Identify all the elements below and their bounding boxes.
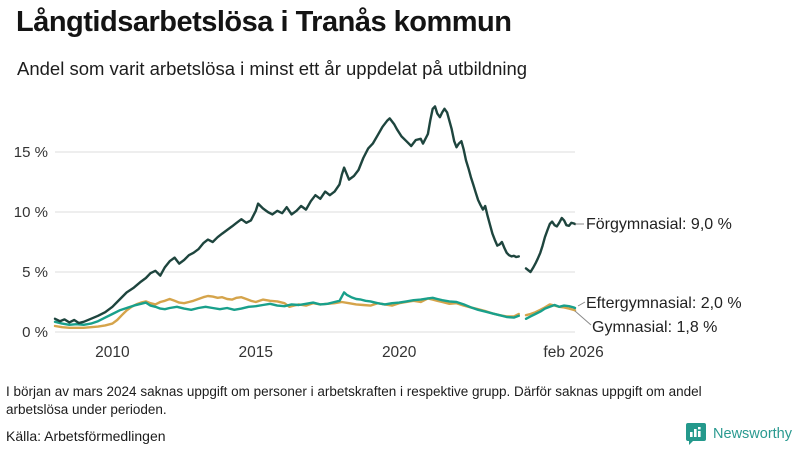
series-line-frgymnasial [53, 105, 520, 325]
y-tick-label: 5 % [22, 264, 48, 281]
newsworthy-brand: Newsworthy [685, 422, 792, 445]
page-subtitle: Andel som varit arbetslösa i minst ett å… [17, 58, 528, 79]
series-line-eftergymnasial [53, 291, 520, 326]
chart-footnote: I början av mars 2024 saknas uppgift om … [6, 384, 702, 417]
series-line-eftergymnasial [524, 303, 577, 320]
y-tick-label: 0 % [22, 324, 48, 341]
y-tick-label: 15 % [14, 144, 48, 161]
x-tick-label: 2010 [95, 344, 130, 361]
series-label-forgymnasial: Förgymnasial: 9,0 % [586, 216, 732, 233]
series-label-gymnasial: Gymnasial: 1,8 % [592, 319, 718, 336]
newsworthy-logo-text: Newsworthy [713, 425, 792, 442]
y-tick-label: 10 % [14, 204, 48, 221]
series-line-frgymnasial [524, 216, 577, 274]
page-title: Långtidsarbetslösa i Tranås kommun [16, 6, 512, 38]
series-label-eftergymnasial: Eftergymnasial: 2,0 % [586, 295, 742, 312]
source-label: Källa: Arbetsförmedlingen [6, 428, 166, 444]
label-leader-line [577, 301, 586, 307]
x-tick-label: feb 2026 [543, 344, 603, 361]
x-tick-label: 2015 [239, 344, 273, 361]
x-tick-label: 2020 [382, 344, 417, 361]
newsworthy-logo-icon [686, 423, 707, 445]
label-leader-line [574, 310, 592, 326]
